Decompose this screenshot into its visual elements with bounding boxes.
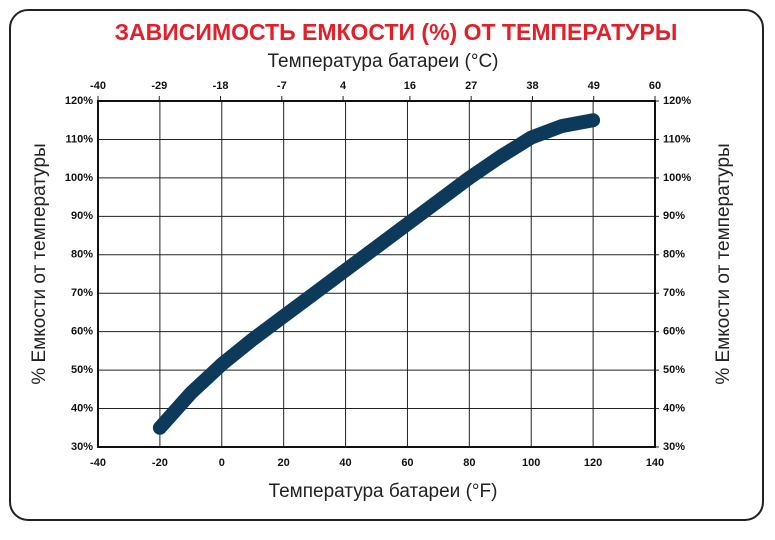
y2-tick-label: 110% [663,133,691,145]
y2-tick-label: 120% [663,95,691,107]
y-tick-label: 90% [71,210,93,222]
x-axis-title: Температура батареи (°F) [269,481,498,502]
x2-tick-label: 27 [465,80,477,92]
x-tick-label: -40 [90,457,106,469]
x2-tick-label: 4 [340,80,347,92]
x2-tick-label: -18 [213,80,229,92]
x2-axis-title: Температура батареи (°C) [267,51,498,72]
x2-tick-label: -29 [151,80,167,92]
x2-tick-label: 60 [649,80,661,92]
x2-tick-label: -7 [277,80,287,92]
x-tick-label: 120 [584,457,602,469]
y2-tick-label: 80% [663,249,685,261]
x-tick-label: 100 [522,457,540,469]
y-tick-label: 100% [65,172,93,184]
x2-tick-label: -40 [90,80,106,92]
x-tick-label: 40 [339,457,351,469]
y-tick-label: 50% [71,364,93,376]
y-tick-label: 120% [65,95,93,107]
y2-tick-label: 50% [663,364,685,376]
x2-tick-label: 38 [526,80,538,92]
y-tick-label: 60% [71,326,93,338]
chart-title: ЗАВИСИМОСТЬ ЕМКОСТИ (%) ОТ ТЕМПЕРАТУРЫ [115,19,678,45]
y2-tick-label: 70% [663,287,685,299]
y2-tick-label: 60% [663,326,685,338]
x2-tick-label: 16 [404,80,416,92]
y2-tick-label: 90% [663,210,685,222]
y2-tick-label: 40% [663,402,685,414]
x-tick-label: 0 [219,457,225,469]
y2-axis-title: % Емкости от температуры [713,143,734,384]
y-tick-label: 110% [65,133,93,145]
y-tick-label: 70% [71,287,93,299]
y-axis-title: % Емкости от температуры [29,143,50,384]
y2-tick-label: 30% [663,441,685,453]
y2-tick-label: 100% [663,172,691,184]
x-tick-label: 60 [401,457,413,469]
data-line [152,113,601,435]
y-tick-label: 40% [71,402,93,414]
x-tick-label: 20 [278,457,290,469]
x-tick-label: 140 [646,457,664,469]
x-tick-label: 80 [463,457,475,469]
y-tick-label: 80% [71,249,93,261]
x2-tick-label: 49 [588,80,600,92]
plot-border [97,100,656,448]
x-tick-label: -20 [152,457,168,469]
y-tick-label: 30% [71,441,93,453]
